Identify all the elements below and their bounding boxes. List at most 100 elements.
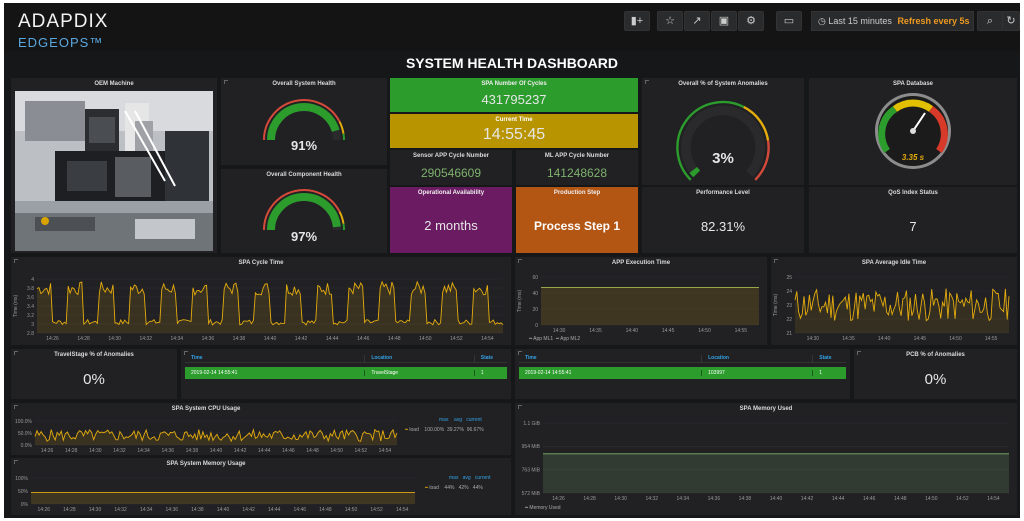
x-tick-label: 14:30 [614,496,627,502]
x-tick-label: 14:38 [233,336,246,342]
x-tick-label: 14:42 [242,507,255,513]
y-tick-label: 22 [786,317,792,323]
y-tick-label: 20 [532,307,538,313]
y-tick-label: 60 [532,275,538,281]
x-tick-label: 14:55 [735,328,748,334]
table-cell: TravelStage [365,370,475,376]
x-tick-label: 14:50 [949,336,962,342]
series-area [31,492,415,504]
column-header[interactable]: Location [702,355,814,362]
x-tick-label: 14:42 [801,496,814,502]
legend-row[interactable]: ━ load 44% 42% 44% [425,485,483,491]
panel-corner-icon [14,351,18,355]
x-tick-label: 14:34 [677,496,690,502]
pcb-value: 0% [924,371,947,388]
travelstage-anomalies-panel: TravelStage % of Anomalies 0% [11,349,177,399]
y-tick-label: 0% [21,502,29,508]
series-swatch: ━ [405,427,409,433]
x-tick-label: 14:28 [583,496,596,502]
sensor-app-value: 290546609 [420,166,482,180]
x-tick-label: 14:46 [294,507,307,513]
refresh-button[interactable]: ↻ [1002,11,1020,31]
x-tick-label: 14:32 [645,496,658,502]
dashboard-screen: ADAPDIX EDGEOPS™ ▮+ ☆ ↗ ▣ ⚙ ▭ ◷ Last 15 … [4,3,1020,518]
current-time-value: 14:55:45 [482,126,546,143]
x-tick-label: 14:50 [698,328,711,334]
dashboard-title: SYSTEM HEALTH DASHBOARD [405,55,619,71]
column-header[interactable]: Time [185,355,366,362]
gauge-fill [267,103,340,141]
database-value: 3.35 s [901,153,925,162]
refresh-interval: Refresh every 5s [897,16,970,26]
series-max: 100.00% [424,427,445,433]
column-header[interactable]: Time [519,355,703,362]
x-tick-label: 14:44 [832,496,845,502]
panel-corner-icon [224,80,228,84]
x-tick-label: 14:26 [552,496,565,502]
performance-value: 82.31% [700,219,746,234]
panel-title: Current Time [495,117,533,123]
refresh-icon: ↻ [1006,15,1016,27]
y-tick-label: 100.0% [15,419,33,425]
x-tick-label: 14:54 [379,448,392,454]
pcb-state-table: Time Location State 2019-02-14 14:55:41 … [515,349,850,399]
table-cell: 1 [819,370,823,376]
gauge-fill [267,193,341,231]
panel-title: Operational Availability [417,190,485,196]
x-tick-label: 14:40 [264,336,277,342]
add-panel-button[interactable]: ▮+ [624,11,650,31]
sensor-app-cycle-panel: Sensor APP Cycle Number 290546609 [390,150,512,185]
x-tick-label: 14:46 [357,336,370,342]
x-tick-label: 14:36 [708,496,721,502]
table-cell: 2019-02-14 14:55:41 [519,370,703,376]
panel-corner-icon [857,351,861,355]
y-tick-label: 3.2 [27,313,34,319]
series-current: 44% [472,485,483,491]
table-row: 2019-02-14 14:55:41 103997 1 [519,367,846,379]
x-tick-label: 14:30 [89,448,102,454]
x-tick-label: 14:34 [171,336,184,342]
table-header: Time Location State [519,355,846,363]
ml-app-value: 141248628 [546,166,608,180]
zoom-out-button[interactable]: ⌕ [977,11,1003,31]
x-tick-label: 14:54 [481,336,494,342]
pcb-anomalies-panel: PCB % of Anomalies 0% [854,349,1017,399]
column-header[interactable]: State [480,355,494,361]
panel-title: ML APP Cycle Number [544,153,610,159]
qos-index-panel: QoS Index Status 7 [809,187,1017,253]
star-button[interactable]: ☆ [657,11,683,31]
column-header[interactable]: State [819,355,832,361]
column-header[interactable]: Location [365,355,475,362]
tv-mode-button[interactable]: ▭ [776,11,802,31]
legend-row[interactable]: ━ load 100.00% 39.27% 96.67% [405,427,484,433]
x-tick-label: 14:52 [370,507,383,513]
panel-corner-icon [518,259,522,263]
share-button[interactable]: ↗ [684,11,710,31]
panel-corner-icon [184,351,188,355]
x-tick-label: 14:30 [807,336,820,342]
x-tick-label: 14:35 [589,328,602,334]
app-execution-time-panel: APP Execution Time 60 40 20 0 14:30 14:35 14:4… [515,257,767,345]
y-tick-label: 50% [18,489,29,495]
save-button[interactable]: ▣ [711,11,737,31]
spa-cpu-usage-panel: SPA System CPU Usage 100.0% 50.0% 0.0% 14:2… [11,403,511,455]
panel-corner-icon [14,259,18,263]
threshold-green [676,100,745,181]
x-tick-label: 14:52 [450,336,463,342]
time-picker[interactable]: ◷ Last 15 minutes Refresh every 5s [811,11,974,31]
settings-button[interactable]: ⚙ [738,11,764,31]
y-axis-label: Time (ms) [517,290,523,313]
x-tick-label: 14:28 [77,336,90,342]
x-tick-label: 14:52 [355,448,368,454]
oem-machine-panel: OEM Machine [11,78,217,253]
spa-cycle-time-chart: 4 3.8 3.6 3.4 3.2 3 2.8 14:26 14:28 14:30 14:32 14:… [13,277,504,342]
table-cell: 103997 [702,370,814,376]
series-avg: 39.27% [446,427,464,433]
memory-used-chart: 1.1 GiB 954 MiB 763 MiB 572 MiB 14:26 14:28 14… [522,421,1009,511]
x-tick-label: 14:38 [191,507,204,513]
app-execution-time-chart: 60 40 20 0 14:30 14:35 14:40 14:45 14:50 14:55 Tim… [517,275,759,342]
x-tick-label: 14:30 [553,328,566,334]
x-tick-label: 14:50 [330,448,343,454]
x-tick-label: 14:54 [396,507,409,513]
y-tick-label: 24 [786,289,792,295]
